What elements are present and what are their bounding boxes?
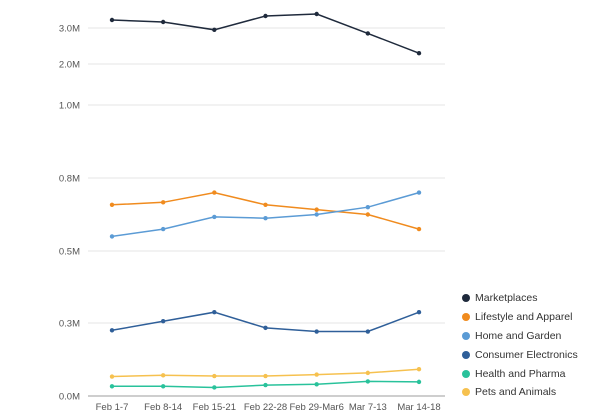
data-point — [263, 13, 268, 19]
series-lifestyle-and-apparel — [109, 190, 422, 232]
data-point — [109, 328, 115, 333]
series-marketplaces — [109, 11, 422, 56]
x-tick-label: Feb 1-7 — [96, 402, 129, 413]
data-point — [416, 367, 422, 372]
series-consumer-electronics — [109, 310, 422, 334]
legend-label: Consumer Electronics — [475, 348, 578, 361]
data-point — [365, 329, 371, 334]
data-point — [109, 374, 115, 379]
legend-item: Pets and Animals — [462, 383, 578, 402]
data-point — [160, 373, 166, 378]
legend-label: Pets and Animals — [475, 386, 557, 399]
chart-legend: Marketplaces Lifestyle and Apparel Home an… — [462, 289, 578, 402]
legend-item: Marketplaces — [462, 289, 578, 308]
data-point — [160, 19, 166, 25]
data-point — [314, 372, 319, 377]
y-tick-label: 0.3M — [59, 319, 80, 330]
data-point — [314, 212, 319, 217]
legend-swatch — [462, 294, 470, 303]
data-point — [365, 205, 371, 210]
data-point — [109, 384, 115, 389]
data-point — [314, 11, 319, 17]
data-point — [365, 212, 371, 217]
legend-item: Health and Pharma — [462, 364, 578, 383]
legend-swatch — [462, 331, 470, 340]
y-axis-tick-labels: 0.0M 0.3M 0.5M 0.8M 1.0M 2.0M 3.0M — [59, 24, 80, 403]
data-point — [263, 382, 268, 388]
data-point — [416, 310, 422, 315]
legend-label: Home and Garden — [475, 329, 562, 342]
data-point — [160, 384, 166, 389]
data-point — [109, 202, 115, 207]
legend-item: Consumer Electronics — [462, 345, 578, 364]
data-point — [160, 200, 166, 205]
series-pets-and-animals — [109, 367, 422, 379]
data-point — [212, 310, 217, 315]
data-point — [416, 190, 422, 195]
data-point — [160, 226, 166, 232]
x-tick-label: Mar 14-18 — [397, 402, 440, 413]
series-lines — [109, 11, 422, 390]
data-point — [416, 51, 422, 56]
data-point — [314, 382, 319, 387]
legend-label: Health and Pharma — [475, 367, 566, 380]
data-point — [416, 379, 422, 385]
series-home-and-garden — [109, 190, 422, 239]
legend-label: Lifestyle and Apparel — [475, 311, 573, 324]
x-tick-label: Feb 15-21 — [193, 402, 236, 413]
y-tick-label: 0.8M — [59, 174, 80, 185]
data-point — [160, 319, 166, 324]
data-point — [314, 329, 319, 334]
data-point — [263, 215, 268, 221]
series-line — [111, 191, 420, 238]
data-point — [212, 27, 217, 32]
y-tick-label: 3.0M — [59, 24, 80, 35]
x-axis-tick-labels: Feb 1-7 Feb 8-14 Feb 15-21 Feb 22-28 Feb 29-… — [96, 402, 441, 413]
legend-swatch — [462, 350, 470, 359]
legend-swatch — [462, 313, 470, 322]
y-tick-label: 2.0M — [59, 60, 80, 71]
data-point — [263, 373, 268, 379]
series-line — [111, 13, 420, 54]
series-line — [111, 191, 420, 230]
legend-swatch — [462, 369, 470, 378]
y-tick-label: 0.5M — [59, 247, 80, 258]
y-tick-label: 1.0M — [59, 101, 80, 112]
legend-item: Lifestyle and Apparel — [462, 308, 578, 327]
series-health-and-pharma — [109, 379, 422, 390]
y-tick-label: 0.0M — [59, 392, 80, 403]
data-point — [365, 379, 371, 384]
data-point — [365, 31, 371, 36]
legend-label: Marketplaces — [475, 292, 538, 305]
data-point — [212, 385, 217, 390]
data-point — [263, 325, 268, 331]
data-point — [365, 370, 371, 376]
data-point — [109, 234, 115, 239]
x-tick-label: Mar 7-13 — [349, 402, 387, 413]
data-point — [314, 207, 319, 212]
x-tick-label: Feb 29-Mar6 — [289, 402, 343, 413]
legend-item: Home and Garden — [462, 327, 578, 346]
x-tick-label: Feb 22-28 — [244, 402, 287, 413]
data-point — [212, 214, 217, 220]
data-point — [212, 373, 217, 379]
gridlines — [88, 27, 445, 397]
data-point — [263, 202, 268, 207]
legend-swatch — [462, 388, 470, 397]
data-point — [416, 226, 422, 232]
data-point — [109, 17, 115, 23]
x-tick-label: Feb 8-14 — [144, 402, 182, 413]
data-point — [212, 190, 217, 195]
